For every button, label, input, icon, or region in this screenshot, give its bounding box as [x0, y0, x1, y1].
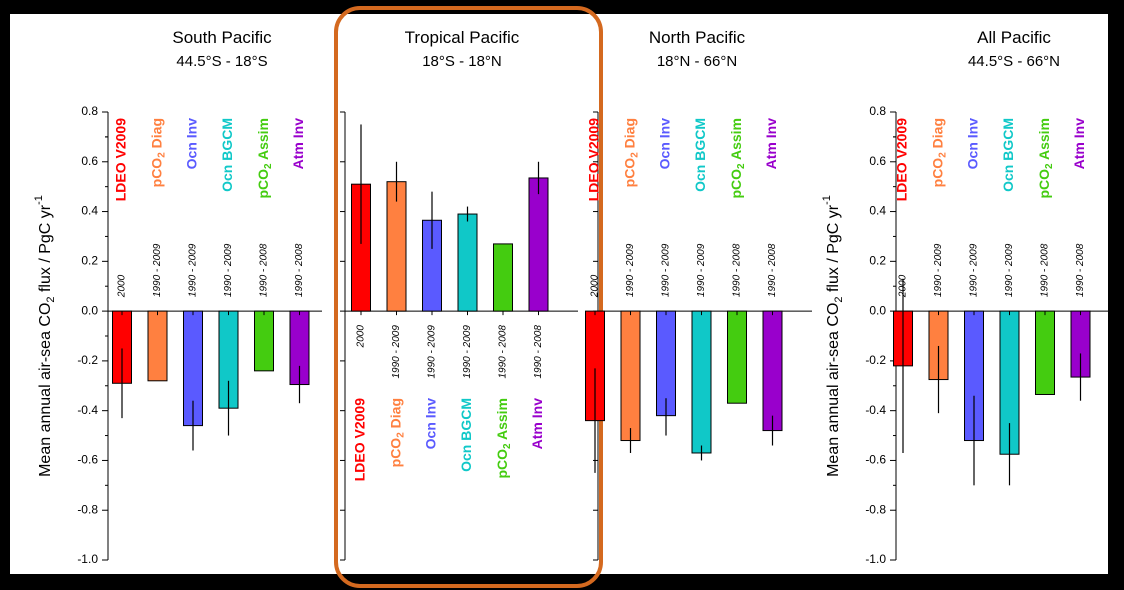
series-label: Atm Inv	[1071, 118, 1087, 170]
period-label: 1990 - 2008	[732, 243, 743, 297]
series-label: LDEO V2009	[113, 118, 129, 201]
y-tick-label: -0.4	[865, 403, 886, 417]
series-label: Atm Inv	[763, 118, 779, 170]
series-label: Ocn BGCM	[219, 118, 235, 192]
panel-subtitle: 44.5°S - 66°N	[968, 53, 1060, 70]
series-label: pCO2 Assim	[728, 118, 747, 199]
series-label: pCO2 Assim	[255, 118, 274, 199]
bar	[691, 310, 712, 454]
panel-subtitle: 18°N - 66°N	[657, 53, 737, 70]
y-tick-label: 0.4	[869, 204, 886, 218]
period-label: 2000	[117, 274, 128, 298]
period-label: 1990 - 2009	[625, 243, 636, 297]
period-label: 1990 - 2009	[152, 243, 163, 297]
y-tick-label: -0.2	[865, 353, 886, 367]
series-label: Ocn Inv	[184, 118, 200, 170]
bar	[457, 213, 478, 312]
panel-north-pacific: North Pacific 18°N - 66°N LDEO V2009 2000 pC…	[585, 28, 812, 561]
y-tick-label: 0.4	[81, 204, 98, 218]
period-label: 2000	[356, 325, 367, 349]
bar	[620, 310, 641, 442]
bar	[1035, 310, 1055, 395]
period-label: 1990 - 2008	[294, 243, 305, 297]
period-label: 1990 - 2009	[188, 243, 199, 297]
period-label: 1990 - 2009	[427, 325, 438, 379]
panel-title: All Pacific	[977, 28, 1051, 47]
bar	[147, 310, 168, 382]
series-label: Ocn BGCM	[692, 118, 708, 192]
chart-layer: South Pacific 44.5°S - 18°S 0.8 0.6 0.4 0.2 0.…	[33, 6, 1108, 588]
series-label: Ocn BGCM	[458, 398, 474, 472]
period-label: 1990 - 2009	[223, 243, 234, 297]
series-label: pCO2 Diag	[387, 398, 406, 467]
panel-tropical-pacific: Tropical Pacific 18°S - 18°N LDEO V2009 200…	[340, 28, 578, 561]
period-label: 1990 - 2008	[1040, 243, 1051, 297]
y-tick-label: 0.0	[81, 303, 98, 317]
series-label: Ocn BGCM	[1000, 118, 1016, 192]
period-label: 1990 - 2009	[661, 243, 672, 297]
series-label: pCO2 Diag	[148, 118, 167, 187]
series-label: pCO2 Assim	[494, 398, 513, 479]
y-tick-label: -0.8	[865, 502, 886, 516]
y-tick-label: -1.0	[77, 552, 98, 566]
bar	[254, 310, 274, 372]
period-label: 1990 - 2008	[259, 243, 270, 297]
series-label: Ocn Inv	[965, 118, 981, 170]
period-label: 2000	[898, 274, 909, 298]
series-label: pCO2 Assim	[1036, 118, 1055, 199]
bar	[727, 310, 747, 404]
figure-background	[10, 14, 1108, 574]
period-label: 1990 - 2009	[391, 325, 402, 379]
period-label: 1990 - 2009	[462, 325, 473, 379]
period-label: 2000	[590, 274, 601, 298]
y-tick-label: 0.6	[869, 154, 886, 168]
y-tick-label: 0.0	[869, 303, 886, 317]
series-label: Ocn Inv	[657, 118, 673, 170]
panel-title: North Pacific	[649, 28, 746, 47]
period-label: 1990 - 2009	[696, 243, 707, 297]
y-tick-label: -0.6	[865, 453, 886, 467]
bar	[528, 177, 549, 312]
series-label: Ocn Inv	[423, 398, 439, 450]
y-tick-label: 0.2	[869, 254, 886, 268]
panel-title: South Pacific	[172, 28, 272, 47]
series-label: pCO2 Diag	[929, 118, 948, 187]
series-label: Atm Inv	[529, 398, 545, 450]
y-tick-label: 0.6	[81, 154, 98, 168]
y-axis-label: Mean annual air-sea CO2 flux / PgC yr-1	[821, 195, 845, 477]
bar	[762, 310, 783, 432]
y-tick-label: 0.2	[81, 254, 98, 268]
period-label: 1990 - 2008	[1075, 243, 1086, 297]
series-label: LDEO V2009	[352, 398, 368, 481]
period-label: 1990 - 2009	[969, 243, 980, 297]
series-label: LDEO V2009	[894, 118, 910, 201]
y-tick-label: -0.4	[77, 403, 98, 417]
period-label: 1990 - 2008	[767, 243, 778, 297]
panel-south-pacific: South Pacific 44.5°S - 18°S 0.8 0.6 0.4 0.2 0.…	[33, 28, 322, 566]
panel-subtitle: 18°S - 18°N	[422, 53, 502, 70]
panel-subtitle: 44.5°S - 18°S	[176, 53, 267, 70]
panel-title: Tropical Pacific	[405, 28, 520, 47]
bar	[493, 243, 513, 312]
y-tick-label: -0.8	[77, 502, 98, 516]
series-label: Atm Inv	[290, 118, 306, 170]
highlight-box	[334, 6, 603, 588]
y-tick-label: 0.8	[869, 104, 886, 118]
period-label: 1990 - 2008	[498, 325, 509, 379]
y-tick-label: -0.6	[77, 453, 98, 467]
panel-all-pacific: All Pacific 44.5°S - 66°N 0.8 0.6 0.4 0.2 0.0 -…	[821, 28, 1108, 566]
period-label: 1990 - 2008	[533, 325, 544, 379]
period-label: 1990 - 2009	[1004, 243, 1015, 297]
y-tick-label: -0.2	[77, 353, 98, 367]
series-label: pCO2 Diag	[621, 118, 640, 187]
y-axis-label: Mean annual air-sea CO2 flux / PgC yr-1	[33, 195, 57, 477]
period-label: 1990 - 2009	[933, 243, 944, 297]
y-tick-label: -1.0	[865, 552, 886, 566]
series-label: LDEO V2009	[586, 118, 602, 201]
y-tick-label: 0.8	[81, 104, 98, 118]
